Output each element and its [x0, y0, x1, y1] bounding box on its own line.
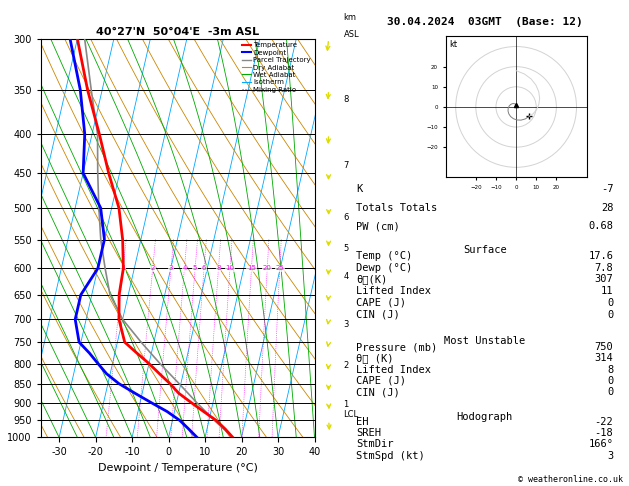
Text: 30.04.2024  03GMT  (Base: 12): 30.04.2024 03GMT (Base: 12) [387, 17, 582, 27]
Text: 3: 3 [169, 265, 173, 271]
Text: 25: 25 [276, 265, 284, 271]
Text: 3: 3 [607, 451, 613, 461]
Text: -18: -18 [594, 428, 613, 438]
Text: LCL: LCL [343, 410, 359, 419]
Text: 6: 6 [343, 213, 349, 222]
Text: 1: 1 [343, 400, 348, 409]
Text: km: km [343, 13, 357, 22]
Text: 166°: 166° [588, 439, 613, 450]
Text: K: K [356, 184, 362, 194]
Text: 20: 20 [263, 265, 272, 271]
Text: 0: 0 [607, 376, 613, 386]
X-axis label: Dewpoint / Temperature (°C): Dewpoint / Temperature (°C) [97, 463, 258, 473]
Text: 0: 0 [607, 387, 613, 397]
Text: Temp (°C): Temp (°C) [356, 251, 412, 261]
Text: Lifted Index: Lifted Index [356, 286, 431, 296]
Text: 4: 4 [343, 272, 348, 281]
Text: StmSpd (kt): StmSpd (kt) [356, 451, 425, 461]
Text: 28: 28 [601, 203, 613, 213]
Text: 6: 6 [202, 265, 206, 271]
Text: θᴇ (K): θᴇ (K) [356, 353, 393, 364]
Text: CIN (J): CIN (J) [356, 387, 399, 397]
Text: CAPE (J): CAPE (J) [356, 298, 406, 308]
Text: 15: 15 [247, 265, 256, 271]
Title: 40°27'N  50°04'E  -3m ASL: 40°27'N 50°04'E -3m ASL [96, 27, 259, 37]
Text: 8: 8 [216, 265, 221, 271]
Text: Dewp (°C): Dewp (°C) [356, 263, 412, 273]
Text: 11: 11 [601, 286, 613, 296]
Text: Surface: Surface [463, 245, 506, 255]
Text: 10: 10 [225, 265, 235, 271]
Text: CAPE (J): CAPE (J) [356, 376, 406, 386]
Text: Totals Totals: Totals Totals [356, 203, 437, 213]
Text: 5: 5 [193, 265, 198, 271]
Text: 7.8: 7.8 [594, 263, 613, 273]
Text: SREH: SREH [356, 428, 381, 438]
Text: 2: 2 [150, 265, 155, 271]
Text: 0.68: 0.68 [588, 222, 613, 231]
Text: 8: 8 [607, 364, 613, 375]
Text: ASL: ASL [343, 30, 359, 39]
Text: EH: EH [356, 417, 369, 427]
Text: 8: 8 [343, 95, 349, 104]
Text: Lifted Index: Lifted Index [356, 364, 431, 375]
Text: kt: kt [450, 39, 458, 49]
Text: PW (cm): PW (cm) [356, 222, 399, 231]
Legend: Temperature, Dewpoint, Parcel Trajectory, Dry Adiabat, Wet Adiabat, Isotherm, Mi: Temperature, Dewpoint, Parcel Trajectory… [242, 42, 311, 93]
Text: 7: 7 [343, 161, 349, 170]
Text: -22: -22 [594, 417, 613, 427]
Text: 4: 4 [182, 265, 187, 271]
Text: 17.6: 17.6 [588, 251, 613, 261]
Text: 1: 1 [121, 265, 125, 271]
Text: 314: 314 [594, 353, 613, 364]
Text: 5: 5 [343, 244, 348, 253]
Text: 3: 3 [343, 319, 349, 329]
Text: © weatheronline.co.uk: © weatheronline.co.uk [518, 474, 623, 484]
Text: 0: 0 [607, 310, 613, 320]
Text: StmDir: StmDir [356, 439, 393, 450]
Y-axis label: hPa: hPa [0, 228, 2, 248]
Text: 2: 2 [343, 361, 348, 370]
Text: 307: 307 [594, 275, 613, 284]
Text: 0: 0 [607, 298, 613, 308]
Text: θᴇ(K): θᴇ(K) [356, 275, 387, 284]
Text: CIN (J): CIN (J) [356, 310, 399, 320]
Text: Hodograph: Hodograph [457, 413, 513, 422]
Text: 750: 750 [594, 342, 613, 352]
Text: Most Unstable: Most Unstable [444, 336, 525, 346]
Text: -7: -7 [601, 184, 613, 194]
Text: Pressure (mb): Pressure (mb) [356, 342, 437, 352]
